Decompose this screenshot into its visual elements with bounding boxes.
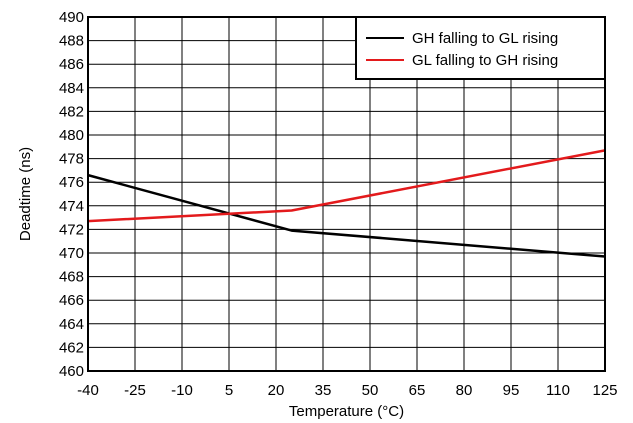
x-tick-label: 20 [268,382,285,399]
y-tick-label: 488 [59,33,84,50]
legend-label-gl-falling: GL falling to GH rising [412,52,558,69]
y-tick-label: 490 [59,9,84,26]
y-tick-label: 472 [59,221,84,238]
y-tick-label: 484 [59,80,84,97]
y-tick-label: 480 [59,127,84,144]
x-tick-label: 80 [456,382,473,399]
y-tick-label: 478 [59,151,84,168]
series-line-0 [87,173,606,258]
x-axis-label: Temperature (°C) [289,403,404,420]
y-tick-label: 470 [59,245,84,262]
legend: GH falling to GL rising GL falling to GH… [355,16,606,80]
x-tick-labels: -40 -25 -10 5 20 35 50 65 80 95 110 125 [77,382,617,399]
legend-label-gh-falling: GH falling to GL rising [412,30,558,47]
series-line-1 [87,149,606,223]
y-tick-label: 466 [59,292,84,309]
y-tick-label: 460 [59,363,84,380]
y-tick-label: 474 [59,198,84,215]
legend-box [355,16,606,80]
x-tick-label: -25 [124,382,146,399]
x-tick-label: 5 [225,382,233,399]
y-tick-labels: 460 462 464 466 468 470 472 474 476 478 480 482 484 4… [59,9,84,380]
y-tick-label: 468 [59,269,84,286]
x-tick-label: 125 [592,382,617,399]
x-tick-label: 110 [546,382,570,399]
y-axis-label: Deadtime (ns) [17,147,34,241]
x-tick-label: 35 [315,382,332,399]
x-tick-label: 50 [362,382,379,399]
x-tick-label: 95 [503,382,520,399]
series-layer [87,149,606,258]
x-tick-label: -40 [77,382,99,399]
y-tick-label: 482 [59,103,84,120]
y-tick-label: 464 [59,316,84,333]
x-tick-label: 65 [409,382,426,399]
x-tick-label: -10 [171,382,193,399]
plot-frame [87,16,606,372]
y-tick-label: 462 [59,339,84,356]
y-tick-label: 486 [59,56,84,73]
y-tick-label: 476 [59,174,84,191]
